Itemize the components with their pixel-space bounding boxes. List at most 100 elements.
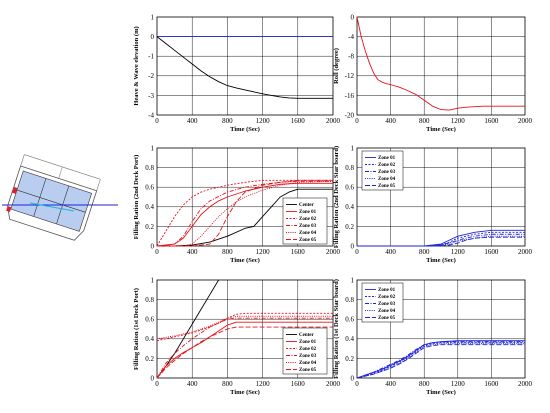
y-tick-label: 0.2 (145, 223, 154, 231)
series-line-zone-04 (356, 343, 525, 379)
legend-label: Zone 02 (299, 217, 317, 222)
y-tick-label: 1 (351, 144, 355, 152)
x-tick-label: 2000 (326, 117, 341, 125)
ship-upper-divider (58, 166, 63, 179)
y-tick-label: -16 (345, 92, 355, 100)
y-tick-label: -1 (148, 53, 154, 61)
series-line-1 (156, 36, 333, 99)
legend-label: Zone 03 (378, 302, 396, 307)
x-tick-label: 0 (155, 117, 159, 125)
x-tick-label: 800 (419, 117, 430, 125)
legend-label: Center (299, 203, 314, 208)
series-line-zone-01 (156, 321, 333, 379)
x-tick-label: 1600 (291, 248, 306, 256)
x-tick-label: 400 (385, 380, 396, 388)
y-tick-label: 0.8 (345, 164, 354, 172)
y-tick-label: 0.6 (345, 184, 354, 192)
y-tick-label: 0 (351, 242, 355, 250)
legend: Zone 01 Zone 02 Zone 03 Zone 04 Zone 05 (361, 150, 404, 191)
y-tick-label: -4 (148, 111, 154, 119)
series-line-zone-05 (156, 326, 333, 379)
x-tick-label: 0 (355, 248, 359, 256)
series-line-zone-05 (356, 344, 525, 379)
legend: Zone 01 Zone 02 Zone 03 Zone 04 Zone 05 (361, 282, 404, 323)
y-tick-label: 0.4 (345, 203, 354, 211)
legend-label: Zone 02 (299, 347, 317, 352)
x-axis-label: Time (Sec) (230, 126, 260, 133)
ship-diagram (2, 154, 118, 241)
damage-marker-upper (11, 186, 18, 194)
y-axis-label: Filling Ration (1st Deck Star board) (333, 279, 340, 379)
x-axis-label: Time (Sec) (230, 389, 260, 396)
x-tick-label: 1200 (451, 380, 466, 388)
series-line-zone-02 (357, 231, 525, 247)
series-line-zone-01 (156, 182, 333, 247)
y-tick-label: 1 (151, 13, 155, 21)
x-tick-label: 2000 (518, 117, 533, 125)
series-line-zone-04 (157, 180, 334, 247)
legend-label: Zone 04 (299, 231, 317, 236)
legend-label: Center (299, 333, 314, 338)
series-line-center (157, 188, 333, 247)
x-tick-label: 800 (419, 380, 430, 388)
series-line-zone-05 (157, 179, 333, 247)
series-line-0 (356, 16, 525, 111)
series-line-zone-04 (357, 235, 525, 247)
legend-box (282, 197, 328, 245)
y-tick-label: 0 (351, 374, 355, 382)
ship-upper-wall-left (20, 154, 25, 167)
damage-marker-lower (6, 205, 12, 212)
x-tick-label: 400 (385, 117, 396, 125)
legend-label: Zone 04 (299, 361, 317, 366)
y-tick-label: 0 (151, 242, 155, 250)
ship-upper-deck (24, 154, 101, 180)
y-axis-label: Filling Ration (2nd Deck Star board) (333, 146, 340, 248)
x-tick-label: 0 (155, 380, 159, 388)
x-axis-label: Time (Sec) (426, 126, 456, 133)
y-axis-label: Filling Ration (1st Deck Port) (133, 288, 140, 370)
x-tick-label: 800 (222, 248, 233, 256)
x-tick-label: 1600 (291, 117, 306, 125)
y-tick-label: 0.2 (145, 355, 154, 363)
y-tick-label: -12 (345, 72, 355, 80)
y-tick-label: -20 (345, 111, 355, 119)
y-tick-label: 1 (151, 276, 155, 284)
x-tick-label: 400 (187, 117, 198, 125)
y-tick-label: 0 (151, 33, 155, 41)
x-tick-label: 1600 (484, 117, 499, 125)
y-tick-label: 0.4 (145, 335, 154, 343)
x-tick-label: 800 (419, 248, 430, 256)
y-axis-label: Filling Ration (2nd Deck Port) (133, 155, 140, 240)
y-axis-label: Heave & Wave elevation (m) (133, 26, 140, 105)
y-tick-label: 0 (351, 13, 355, 21)
y-tick-label: 0 (151, 374, 155, 382)
x-axis-label: Time (Sec) (426, 257, 456, 264)
plot-frame (356, 16, 526, 116)
x-axis-label: Time (Sec) (230, 257, 260, 264)
x-tick-label: 1200 (256, 117, 271, 125)
y-tick-label: 0.6 (145, 184, 154, 192)
x-tick-label: 1600 (291, 380, 306, 388)
x-tick-label: 1600 (484, 248, 499, 256)
legend-label: Zone 02 (378, 163, 396, 168)
legend-label: Zone 04 (378, 309, 396, 314)
legend-label: Zone 01 (299, 340, 317, 345)
x-tick-label: 0 (355, 380, 359, 388)
legend-label: Zone 01 (378, 288, 396, 293)
series-line-zone-02 (156, 312, 333, 342)
legend-label: Zone 05 (299, 368, 317, 373)
x-tick-label: 2000 (518, 380, 533, 388)
legend-label: Zone 05 (378, 184, 396, 189)
chart-deck2-starboard: 0 400 800 1200 1600 2000 1 0.8 0.6 0.4 0.2 0 Time (S… (333, 144, 533, 264)
series-line-center (156, 279, 219, 379)
ship-deck-line (16, 189, 86, 213)
legend-label: Zone 03 (299, 354, 317, 359)
y-tick-label: 0.6 (145, 316, 154, 324)
legend-box (282, 327, 328, 375)
legend-label: Zone 02 (378, 295, 396, 300)
ship-centerline (29, 202, 75, 212)
y-tick-label: 1 (151, 144, 155, 152)
x-tick-label: 1200 (256, 380, 271, 388)
y-tick-label: -8 (348, 53, 354, 61)
